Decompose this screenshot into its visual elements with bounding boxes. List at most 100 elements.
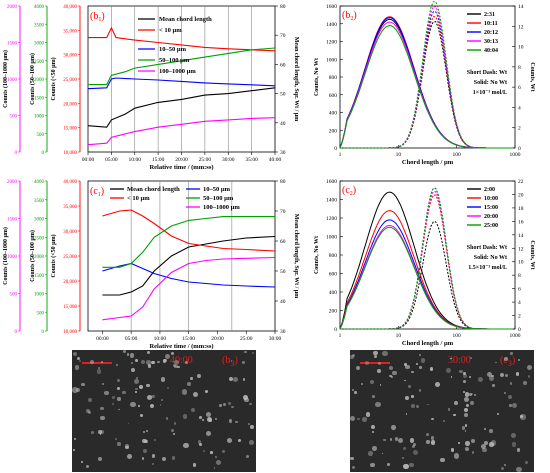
y-tick-label: 30,000 [63, 230, 77, 235]
particle-dot [145, 383, 150, 388]
particle-dot [72, 387, 78, 393]
y-tick-label: 3500 [34, 199, 45, 204]
y-tick-label: 6 [518, 287, 521, 293]
legend-label: < 10 µm [127, 195, 150, 202]
y-axis-label: Mean chord length, Sqr. Wt / µm [293, 214, 299, 298]
y-tick-label: 22 [518, 179, 524, 185]
particle-dot [235, 420, 239, 424]
particle-dot [174, 364, 178, 369]
particle-dot [173, 422, 177, 425]
particle-dot [126, 454, 132, 460]
particle-dot [473, 393, 477, 396]
particle-dot [142, 430, 146, 434]
particle-dot [411, 445, 416, 449]
particle-dot [134, 379, 140, 385]
y-tick-label: 4000 [34, 5, 45, 10]
particle-dot [504, 357, 508, 362]
annotation-text: Solid: No Wt [474, 255, 507, 261]
y-tick-label: 60 [280, 239, 286, 245]
series-line [88, 47, 276, 86]
y-tick-label: 1500 [34, 274, 45, 279]
y-tick-label: 15,000 [63, 127, 77, 132]
y-axis-label: Counts, Wt [529, 240, 535, 269]
particle-dot [507, 394, 512, 399]
micrograph-panel-label: (b3) [222, 355, 238, 368]
particle-dot [382, 351, 388, 357]
particle-dot [431, 417, 434, 420]
particle-dot [500, 373, 504, 378]
particle-dot [394, 436, 399, 441]
particle-dot [127, 422, 130, 425]
particle-dot [161, 399, 164, 402]
particle-dot [227, 402, 231, 406]
particle-dot [391, 425, 396, 430]
x-tick-label: 05:00 [105, 157, 118, 163]
particle-dot [209, 451, 213, 454]
micrograph-time-label: 30:00 [448, 355, 471, 366]
y-tick-label: 8 [518, 273, 521, 279]
particle-dot [401, 457, 404, 460]
particle-dot [157, 360, 160, 364]
particle-dot [242, 378, 246, 381]
particle-dot [87, 397, 92, 402]
particle-dot [202, 419, 205, 422]
x-tick-label: 10 [396, 152, 402, 158]
particle-dot [410, 395, 414, 399]
particle-dot [114, 437, 118, 441]
y-tick-label: 10,000 [63, 151, 77, 156]
particle-dot [149, 404, 154, 409]
particle-dot [469, 393, 473, 396]
particle-dot [238, 438, 242, 442]
particle-dot [100, 406, 104, 411]
particle-dot [371, 395, 375, 399]
y-tick-label: 3000 [34, 218, 45, 223]
series-line [102, 209, 276, 252]
legend-label: 50–100 µm [203, 195, 234, 202]
particle-dot [97, 430, 102, 435]
x-tick-label: 15:00 [152, 157, 165, 163]
y-tick-label: 1000 [7, 255, 18, 260]
panel-label: (b1) [90, 11, 105, 23]
particle-dot [182, 413, 188, 419]
particle-dot [420, 358, 426, 363]
y-tick-label: 40,000 [63, 180, 77, 185]
particle-dot [516, 466, 522, 472]
particle-dot [430, 439, 436, 445]
particle-dot [482, 447, 487, 453]
particle-dot [381, 452, 384, 455]
particle-dot [504, 392, 506, 394]
legend-label: Mean chord length [127, 186, 180, 193]
particle-dot [445, 368, 451, 374]
y-tick-label: 0 [518, 327, 521, 333]
particle-dot [509, 352, 513, 356]
y-tick-label: 800 [329, 253, 338, 259]
y-tick-label: 3000 [34, 42, 45, 47]
y-tick-label: 0 [42, 330, 45, 335]
x-tick-label: 20:00 [175, 157, 188, 163]
distribution-dash-line [340, 221, 513, 330]
particle-dot [116, 386, 120, 390]
y-tick-label: 4000 [34, 180, 45, 185]
y-tick-label: 1000 [7, 78, 18, 83]
particle-dot [190, 377, 193, 380]
particle-dot [88, 411, 92, 415]
particle-dot [464, 430, 467, 432]
particle-dot [181, 389, 187, 395]
particle-dot [372, 445, 378, 451]
y-tick-label: 10 [518, 45, 524, 51]
particle-dot [413, 443, 417, 447]
particle-dot [250, 424, 254, 429]
x-tick-label: 00:00 [82, 157, 95, 163]
particle-dot [101, 361, 103, 363]
particle-dot [463, 379, 467, 384]
y-tick-label: 600 [329, 93, 338, 99]
particle-dot [497, 412, 500, 415]
particle-dot [131, 362, 133, 364]
particle-dot [469, 400, 474, 405]
particle-dot [151, 360, 156, 365]
particle-dot [403, 464, 409, 470]
legend-label: 100–1000 µm [203, 204, 240, 211]
particle-dot [464, 413, 468, 417]
particle-dot [138, 405, 141, 407]
particle-dot [166, 387, 170, 390]
